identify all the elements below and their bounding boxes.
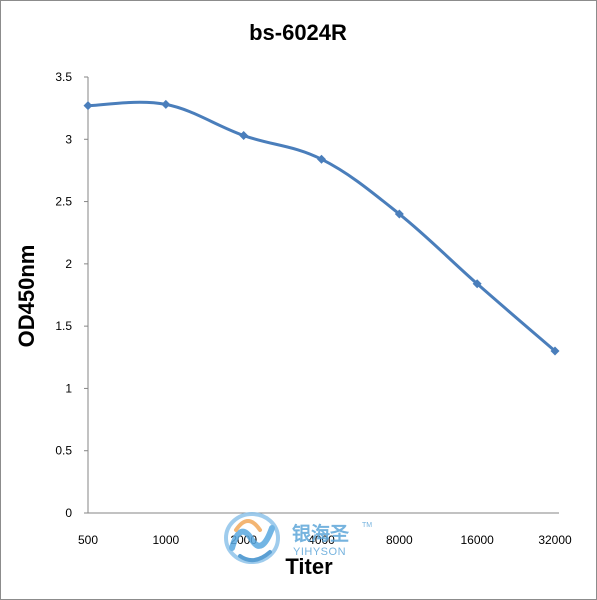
- data-point-marker: [83, 101, 93, 111]
- y-tick-label: 3: [65, 132, 72, 146]
- y-tick-label: 1.5: [55, 319, 72, 333]
- data-point-marker: [161, 99, 171, 109]
- data-point-marker: [239, 131, 249, 141]
- y-axis-title: OD450nm: [14, 245, 39, 348]
- x-axis-title: Titer: [285, 554, 333, 579]
- series-layer: [83, 99, 560, 356]
- y-tick-label: 1: [65, 381, 72, 395]
- logo-tm: TM: [362, 522, 372, 529]
- data-point-marker: [472, 279, 482, 289]
- chart-title: bs-6024R: [249, 20, 347, 45]
- logo-name-cn: 银海圣: [292, 522, 350, 545]
- series-line: [87, 100, 556, 353]
- data-point-marker: [550, 346, 560, 356]
- logo-swirl-icon: [224, 512, 280, 564]
- x-tick-label: 4000: [308, 533, 335, 547]
- y-tick-label: 0.5: [55, 444, 72, 458]
- data-point-marker: [317, 154, 326, 164]
- axes: [87, 77, 559, 514]
- data-point-marker: [394, 209, 404, 219]
- x-tick-label: 1000: [152, 533, 179, 547]
- x-tick-label: 8000: [386, 533, 413, 547]
- x-tick-label: 32000: [538, 533, 572, 547]
- y-tick-label: 0: [65, 506, 72, 520]
- x-tick-label: 500: [78, 533, 98, 547]
- yihyson-logo: 银海圣 TM YIHYSON: [224, 512, 372, 564]
- y-tick-label: 2.5: [55, 195, 72, 209]
- y-tick-labels: 0 0.5 1 1.5 2 2.5 3 3.5: [55, 70, 88, 520]
- x-tick-label: 16000: [460, 533, 494, 547]
- y-tick-label: 2: [65, 257, 72, 271]
- logo-name-en: YIHYSON: [293, 546, 346, 558]
- y-tick-label: 3.5: [55, 70, 72, 84]
